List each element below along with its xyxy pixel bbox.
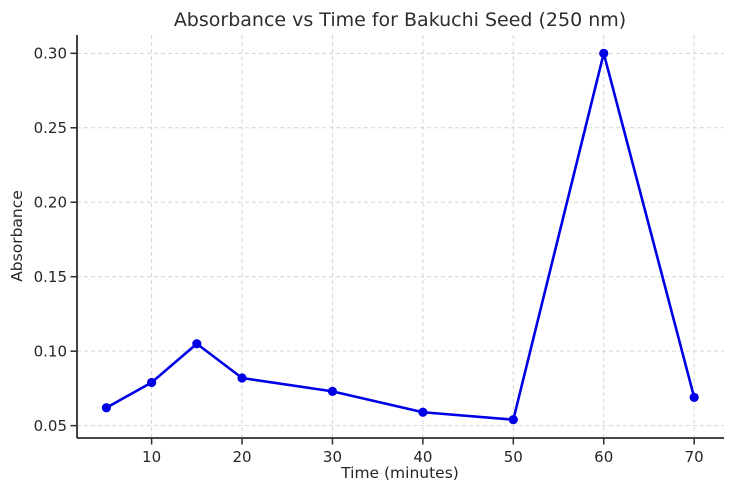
x-tick-label: 20 xyxy=(232,448,251,466)
data-point-marker xyxy=(101,403,111,413)
y-tick-label: 0.25 xyxy=(34,119,67,137)
data-point-marker xyxy=(508,415,518,425)
grid-layer xyxy=(77,35,724,438)
data-point-marker xyxy=(689,392,699,402)
x-axis-label: Time (minutes) xyxy=(340,464,459,482)
data-point-marker xyxy=(192,339,202,349)
y-tick-label: 0.20 xyxy=(34,193,67,211)
data-point-marker xyxy=(599,48,609,58)
y-tick-label: 0.15 xyxy=(34,268,67,286)
x-tick-label: 10 xyxy=(142,448,161,466)
data-point-marker xyxy=(237,373,247,383)
absorbance-line xyxy=(105,52,696,421)
x-tick-label: 70 xyxy=(685,448,704,466)
data-point-marker xyxy=(418,407,428,417)
y-tick-label: 0.05 xyxy=(34,417,67,435)
x-tick-label: 30 xyxy=(323,448,342,466)
axes-layer: 10 20 30 40 50 60 70 0.05 0.10 0.15 0.20 0.25 0.30 xyxy=(34,35,724,466)
y-tick-label: 0.30 xyxy=(34,45,67,63)
x-tick-label: 50 xyxy=(504,448,523,466)
y-tick-label: 0.10 xyxy=(34,342,67,360)
data-point-marker xyxy=(147,377,157,388)
y-axis-label: Absorbance xyxy=(8,190,26,282)
x-tick-label: 40 xyxy=(413,448,432,466)
data-point-marker xyxy=(327,386,338,396)
data-series-layer xyxy=(101,48,699,425)
x-tick-label: 60 xyxy=(594,448,613,466)
chart-title: Absorbance vs Time for Bakuchi Seed (250… xyxy=(174,9,626,31)
